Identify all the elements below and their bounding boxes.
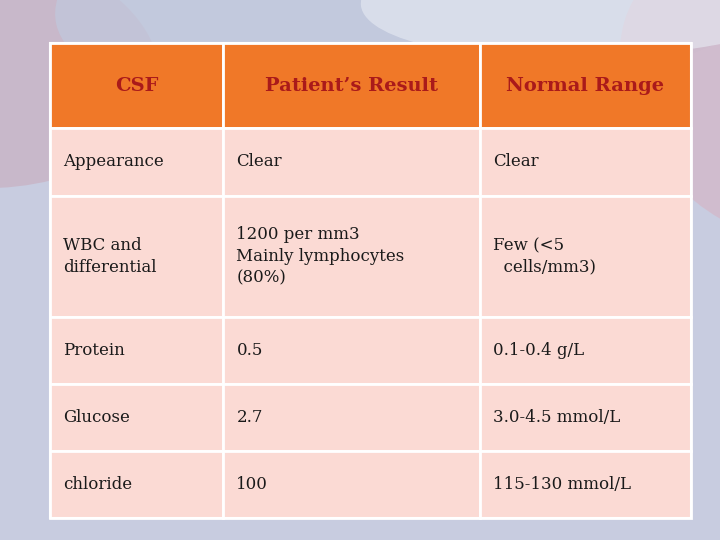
Bar [223, 195, 480, 318]
Text: Patient’s Result: Patient’s Result [265, 77, 438, 95]
Text: Few (<5
  cells/mm3): Few (<5 cells/mm3) [492, 237, 595, 276]
Text: WBC and
differential: WBC and differential [63, 237, 157, 276]
Text: Protein: Protein [63, 342, 125, 359]
Text: Glucose: Glucose [63, 409, 130, 427]
Bar [50, 384, 223, 451]
Ellipse shape [620, 0, 720, 240]
Text: 2.7: 2.7 [236, 409, 263, 427]
Bar [223, 43, 480, 129]
Bar [480, 129, 691, 195]
Bar [480, 451, 691, 518]
Ellipse shape [0, 0, 160, 188]
Text: chloride: chloride [63, 476, 132, 494]
Bar [223, 451, 480, 518]
Bar [223, 129, 480, 195]
Text: 115-130 mmol/L: 115-130 mmol/L [492, 476, 631, 494]
Bar [480, 195, 691, 318]
Text: Normal Range: Normal Range [506, 77, 665, 95]
Bar [50, 129, 223, 195]
Text: Clear: Clear [236, 153, 282, 171]
Ellipse shape [55, 0, 720, 116]
Bar [480, 43, 691, 129]
Bar [480, 384, 691, 451]
Bar [50, 43, 691, 518]
Bar [480, 318, 691, 384]
Bar [223, 318, 480, 384]
Bar [50, 43, 223, 129]
Bar [50, 318, 223, 384]
Text: 1200 per mm3
Mainly lymphocytes
(80%): 1200 per mm3 Mainly lymphocytes (80%) [236, 226, 405, 287]
Text: 100: 100 [236, 476, 269, 494]
Text: CSF: CSF [115, 77, 158, 95]
Text: Clear: Clear [492, 153, 539, 171]
Text: 0.1-0.4 g/L: 0.1-0.4 g/L [492, 342, 584, 359]
Text: 0.5: 0.5 [236, 342, 263, 359]
Text: Appearance: Appearance [63, 153, 164, 171]
Bar [223, 384, 480, 451]
Ellipse shape [361, 0, 720, 58]
Bar [50, 451, 223, 518]
Bar [50, 195, 223, 318]
Text: 3.0-4.5 mmol/L: 3.0-4.5 mmol/L [492, 409, 620, 427]
